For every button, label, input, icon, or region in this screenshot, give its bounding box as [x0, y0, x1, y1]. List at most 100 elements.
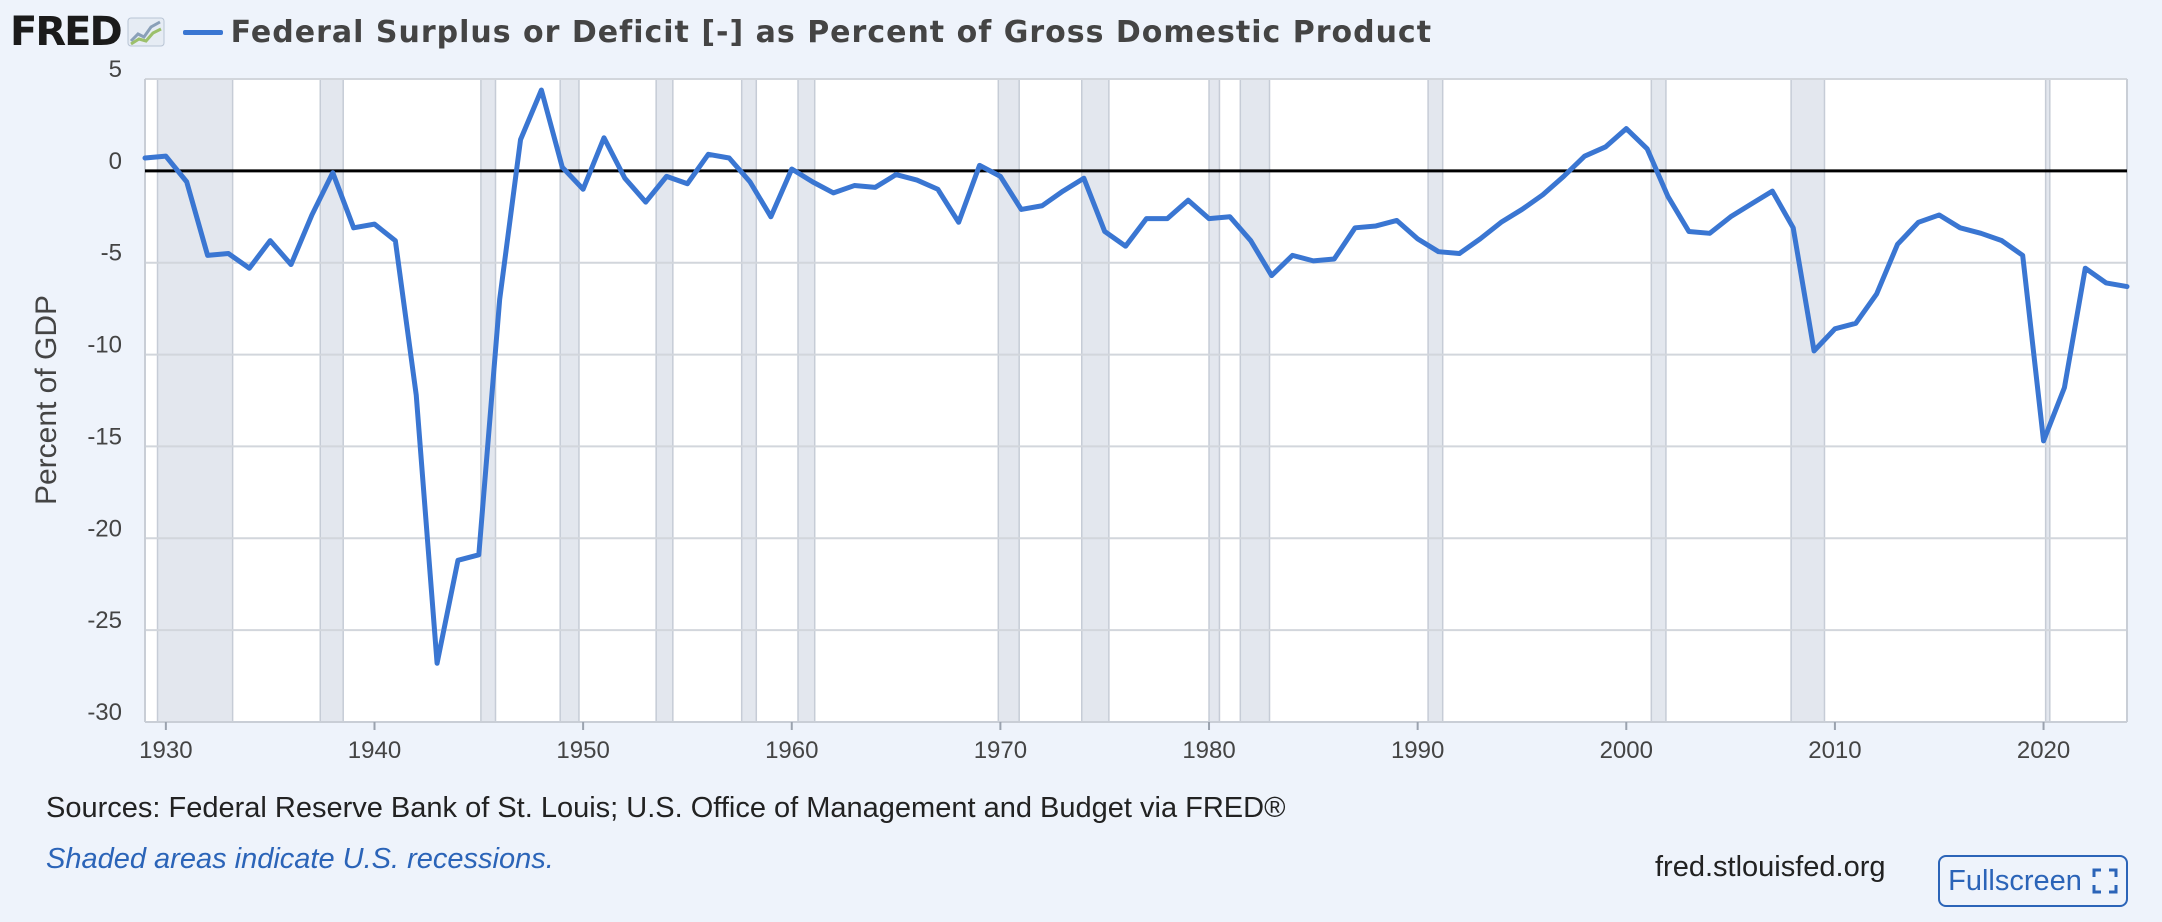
recession-note[interactable]: Shaded areas indicate U.S. recessions.: [46, 843, 554, 875]
data-point: [1269, 273, 1274, 278]
data-point: [1457, 251, 1462, 256]
x-tick-label: 2000: [1600, 737, 1653, 764]
fullscreen-icon: [2092, 868, 2118, 894]
data-point: [1478, 236, 1483, 241]
data-point: [1394, 218, 1399, 223]
y-axis: 5 0 -5 -10 -15 -20 -25 -30: [87, 56, 122, 726]
data-point: [685, 181, 690, 186]
x-tick-label: 1970: [974, 737, 1027, 764]
data-point: [1144, 216, 1149, 221]
y-tick-label: 5: [109, 56, 122, 83]
data-point: [1353, 225, 1358, 230]
data-point: [1060, 189, 1065, 194]
data-point: [1227, 214, 1232, 219]
x-tick-label: 1980: [1182, 737, 1235, 764]
data-point: [289, 262, 294, 267]
data-point: [643, 200, 648, 205]
data-point: [539, 88, 544, 93]
data-point: [1937, 212, 1942, 217]
data-point: [455, 558, 460, 563]
data-point: [1415, 236, 1420, 241]
data-point: [476, 552, 481, 557]
data-point: [1436, 249, 1441, 254]
recession-band: [156, 78, 234, 723]
sources-note: Sources: Federal Reserve Bank of St. Lou…: [46, 792, 1286, 824]
data-point: [414, 392, 419, 397]
data-point: [1019, 207, 1024, 212]
y-tick-label: -15: [87, 423, 122, 450]
data-point: [393, 238, 398, 243]
recession-band: [1790, 78, 1826, 723]
data-point: [435, 661, 440, 666]
data-point: [1978, 231, 1983, 236]
chart-header: FRED Federal Surplus or Deficit [-] as P…: [10, 6, 1432, 58]
x-tick-label: 1940: [348, 737, 401, 764]
x-tick-label: 2020: [2017, 737, 2070, 764]
site-link[interactable]: fred.stlouisfed.org: [1655, 851, 1886, 883]
data-point: [622, 176, 627, 181]
data-point: [852, 183, 857, 188]
data-point: [1770, 189, 1775, 194]
data-point: [581, 187, 586, 192]
fullscreen-button[interactable]: Fullscreen: [1938, 855, 2128, 907]
recession-band: [2044, 78, 2051, 723]
data-point: [2083, 266, 2088, 271]
data-point: [1999, 238, 2004, 243]
data-point: [1728, 214, 1733, 219]
data-point: [1666, 194, 1671, 199]
data-point: [2104, 280, 2109, 285]
data-point: [873, 185, 878, 190]
data-point: [1895, 242, 1900, 247]
legend-swatch: [182, 29, 223, 35]
series-line: [142, 87, 2130, 666]
data-point: [748, 179, 753, 184]
data-point: [727, 155, 732, 160]
fred-logo[interactable]: FRED: [10, 9, 123, 55]
data-point: [1540, 192, 1545, 197]
chart-title: Federal Surplus or Deficit [-] as Percen…: [230, 14, 1433, 50]
data-point: [1582, 154, 1587, 159]
data-point: [1645, 146, 1650, 151]
x-axis: 1930 1940 1950 1960 1970 1980 1990 2000 2010 2020: [139, 721, 2127, 764]
data-point: [768, 214, 773, 219]
x-tick-label: 1950: [556, 737, 609, 764]
data-point: [143, 155, 147, 160]
x-tick-label: 1990: [1391, 737, 1444, 764]
data-point: [1081, 176, 1086, 181]
data-point: [1102, 229, 1107, 234]
data-point: [163, 154, 168, 159]
data-point: [706, 152, 711, 157]
data-point: [1832, 326, 1837, 331]
x-tick-label: 1960: [765, 737, 818, 764]
y-tick-label: 0: [109, 148, 122, 175]
y-tick-label: -5: [101, 240, 122, 267]
data-point: [1603, 144, 1608, 149]
data-point: [1519, 207, 1524, 212]
data-point: [1812, 348, 1817, 353]
data-point: [205, 253, 210, 258]
data-point: [914, 178, 919, 183]
data-point: [1707, 231, 1712, 236]
data-point: [810, 179, 815, 184]
data-point: [1186, 198, 1191, 203]
series-points: [143, 88, 2129, 666]
data-point: [935, 187, 940, 192]
data-point: [998, 174, 1003, 179]
recession-band: [1427, 78, 1444, 723]
data-point: [1311, 258, 1316, 263]
data-point: [1686, 229, 1691, 234]
data-point: [894, 172, 899, 177]
data-point: [351, 225, 356, 230]
data-point: [497, 297, 502, 302]
data-point: [2020, 253, 2025, 258]
data-point: [1561, 174, 1566, 179]
data-point: [309, 212, 314, 217]
data-point: [1207, 216, 1212, 221]
data-point: [226, 251, 231, 256]
data-point: [2062, 385, 2067, 390]
data-point: [560, 165, 565, 170]
data-point: [330, 170, 335, 175]
data-point: [1749, 201, 1754, 206]
line-chart: 5 0 -5 -10 -15 -20 -25 -30 1930 1940 1950 1960 1970…: [30, 56, 2130, 764]
data-point: [268, 238, 273, 243]
